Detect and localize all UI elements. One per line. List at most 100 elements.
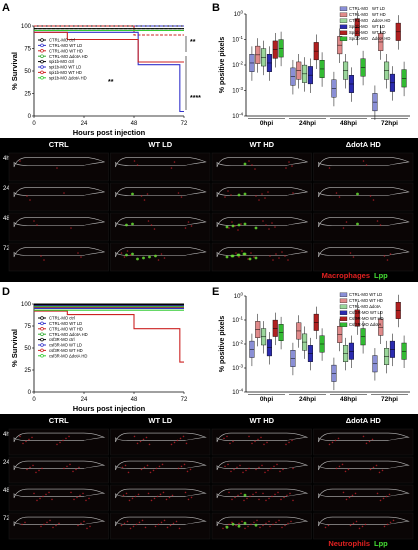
embryo-outline (318, 187, 410, 198)
legend-label: Csf3R-MO WT HD (349, 316, 384, 321)
stain-label-green: Lpp (374, 271, 388, 280)
red-signal (372, 199, 375, 201)
legend-label: csf3R-MO ctrl (49, 337, 75, 342)
red-signal (56, 167, 58, 169)
green-signal (148, 255, 151, 259)
red-signal (227, 190, 229, 192)
x-tick-label: 72 (181, 397, 188, 403)
significance-mark: ** (108, 79, 114, 86)
green-signal (243, 222, 247, 226)
red-signal (275, 253, 277, 255)
red-signal (190, 496, 193, 499)
red-signal (262, 220, 264, 222)
green-signal (154, 254, 157, 258)
red-signal (291, 439, 293, 442)
legend-label: CTRL-MO WT HD (349, 298, 383, 303)
embryo-outline (115, 460, 207, 471)
red-signal (352, 522, 355, 525)
red-signal (40, 525, 42, 528)
red-signal (259, 526, 261, 529)
red-signal (76, 496, 78, 499)
red-signal (258, 498, 260, 501)
red-signal (291, 165, 293, 167)
red-signal (228, 523, 230, 526)
red-signal (348, 496, 351, 499)
red-signal (248, 435, 250, 438)
y-axis-label: % positive pixels (219, 316, 226, 373)
red-signal (247, 525, 249, 528)
red-signal (43, 523, 45, 526)
red-signal (183, 463, 186, 466)
embryo-outline (216, 217, 309, 228)
red-signal (180, 196, 183, 198)
embryo-outline (115, 217, 207, 228)
red-signal (162, 491, 165, 494)
embryo-outline (13, 488, 106, 499)
red-signal (136, 164, 139, 166)
legend-label: spi1b-MO WT LD (49, 65, 81, 70)
red-signal (158, 465, 161, 468)
red-signal (255, 491, 257, 494)
y-tick-label: 25 (24, 368, 31, 374)
red-signal (29, 466, 31, 469)
red-signal (63, 192, 65, 194)
red-signal (82, 492, 84, 495)
fish-image-canvas: 4hpi24hpi48hpi72hpiMacrophagesLpp (3, 152, 414, 280)
red-signal (184, 491, 187, 494)
column-header: CTRL (48, 416, 69, 425)
legend-swatch (339, 304, 348, 309)
red-signal (271, 495, 273, 498)
legend-label: WT HD (372, 12, 386, 17)
red-signal (368, 440, 371, 443)
legend-label: csf3R-MO WT HD (49, 348, 83, 353)
green-signal (230, 254, 234, 258)
red-signal (331, 441, 334, 444)
red-signal (163, 257, 166, 259)
red-signal (124, 464, 127, 467)
red-signal (155, 467, 158, 470)
y-tick-label: 100 (21, 24, 32, 30)
red-signal (264, 197, 266, 199)
legend-swatch (339, 6, 348, 11)
legend-label: CTRL-MO (349, 12, 369, 17)
red-signal (190, 225, 193, 227)
red-signal (270, 467, 272, 470)
legend-marker (40, 343, 44, 347)
red-signal (369, 195, 372, 197)
red-signal (39, 497, 41, 500)
legend-label: CTRL-MO ctrl (49, 38, 75, 43)
y-tick-label: 10-4 (232, 388, 243, 397)
embryo-outline (216, 247, 309, 258)
red-signal (224, 465, 226, 468)
red-signal (226, 435, 228, 438)
embryo-outline (13, 432, 106, 443)
red-signal (258, 466, 260, 469)
red-signal (282, 468, 284, 471)
legend-marker (40, 38, 44, 42)
red-signal (251, 442, 253, 445)
y-tick-label: 10-2 (232, 61, 243, 70)
red-signal (147, 220, 150, 222)
red-signal (31, 436, 33, 439)
legend-label: CTRL-MO WT LD (49, 321, 82, 326)
red-signal (279, 470, 281, 473)
red-signal (382, 497, 385, 500)
red-signal (120, 252, 123, 254)
green-signal (131, 192, 134, 196)
red-signal (290, 520, 292, 523)
legend-marker (40, 54, 44, 58)
green-signal (243, 162, 247, 166)
red-signal (133, 160, 136, 162)
red-signal (177, 192, 180, 194)
significance-mark: **** (190, 95, 201, 102)
red-signal (172, 522, 175, 525)
red-signal (38, 469, 40, 472)
red-signal (187, 221, 190, 223)
column-header: WT HD (249, 416, 275, 425)
legend-marker (40, 327, 44, 331)
red-signal (147, 492, 150, 495)
red-signal (277, 491, 279, 494)
red-signal (338, 196, 341, 198)
column-header: WT LD (148, 140, 173, 149)
legend-marker (40, 316, 44, 320)
